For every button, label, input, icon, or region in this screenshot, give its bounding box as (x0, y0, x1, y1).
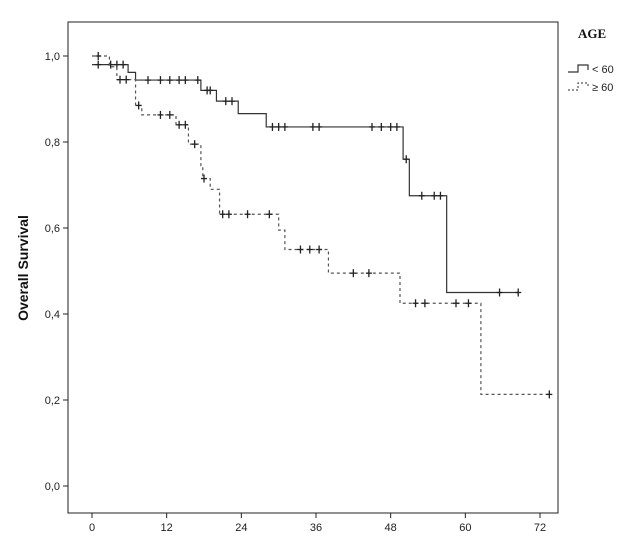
censor-mark (297, 245, 304, 254)
censor-mark (387, 122, 394, 131)
series-layer (92, 52, 553, 399)
censor-mark (496, 288, 503, 297)
legend-entries: < 60 ≥ 60 (568, 64, 614, 94)
x-tick-label: 0 (89, 522, 95, 534)
censor-mark (369, 122, 375, 131)
censor-mark (201, 174, 207, 183)
censor-mark (431, 191, 438, 200)
censor-mark (157, 76, 164, 85)
censor-mark (107, 60, 114, 69)
censor-mark (306, 245, 313, 254)
censor-mark (95, 52, 102, 60)
legend-entry: < 60 (568, 64, 614, 76)
legend-title: AGE (578, 26, 606, 41)
censor-mark (145, 76, 151, 85)
censor-mark (266, 210, 273, 219)
censor-mark (275, 122, 282, 131)
censor-mark (365, 269, 372, 278)
y-axis-label: Overall Survival (15, 215, 31, 321)
y-tick-label: 0,2 (45, 395, 60, 407)
censor-mark (191, 140, 198, 149)
x-tick-label: 60 (459, 522, 471, 534)
censor-mark (421, 299, 428, 308)
y-axis: 0,0 0,2 0,4 0,6 0,8 1,0 (45, 51, 68, 493)
censor-mark (222, 97, 229, 106)
censor-mark (219, 210, 226, 219)
censor-mark (176, 120, 183, 129)
legend: AGE < 60 ≥ 60 (568, 26, 614, 94)
censor-mark (95, 60, 102, 69)
censor-mark (465, 299, 472, 308)
censor-mark (418, 191, 425, 200)
censor-mark (244, 210, 251, 219)
censor-mark (393, 122, 400, 131)
y-tick-label: 1,0 (45, 51, 60, 63)
censor-mark (316, 245, 323, 254)
x-tick-label: 48 (385, 522, 397, 534)
censor-mark (546, 390, 553, 399)
censor-mark (166, 76, 173, 85)
censor-mark (182, 120, 189, 129)
legend-swatch (568, 64, 589, 73)
censor-mark (269, 122, 276, 131)
censor-mark (309, 122, 316, 131)
censor-mark (350, 269, 357, 278)
censor-mark (229, 97, 235, 106)
censor-mark (281, 122, 288, 131)
y-tick-label: 0,6 (45, 223, 60, 235)
plot-frame (67, 21, 559, 514)
x-tick-label: 36 (310, 522, 322, 534)
censor-mark (207, 86, 214, 95)
censor-mark (403, 155, 410, 164)
censor-mark (157, 110, 164, 119)
censor-mark (194, 76, 201, 85)
censor-mark (182, 76, 189, 85)
censor-mark (437, 191, 444, 200)
legend-swatch (568, 82, 589, 91)
censor-mark (316, 122, 323, 131)
censor-mark (515, 288, 522, 297)
legend-entry: ≥ 60 (568, 82, 613, 94)
censor-mark (453, 299, 459, 308)
series-line-60-plus (92, 55, 550, 396)
censor-mark (176, 76, 183, 85)
censor-mark (378, 122, 385, 131)
censor-mark (412, 299, 419, 308)
censor-mark (166, 110, 173, 119)
y-tick-label: 0,8 (45, 137, 60, 149)
legend-label: < 60 (592, 64, 614, 76)
x-axis: 0 12 24 36 48 60 72 (89, 513, 546, 534)
censor-mark (123, 75, 130, 84)
censor-mark (225, 210, 232, 219)
x-tick-label: 72 (534, 522, 546, 534)
x-tick-label: 12 (161, 522, 173, 534)
legend-label: ≥ 60 (592, 82, 613, 94)
y-tick-label: 0,0 (45, 481, 60, 493)
censor-mark (120, 60, 127, 69)
censor-mark (135, 101, 142, 110)
x-tick-label: 24 (235, 522, 247, 534)
y-tick-label: 0,4 (45, 309, 60, 321)
censor-mark (117, 75, 123, 84)
series-line-under-60 (92, 63, 519, 294)
